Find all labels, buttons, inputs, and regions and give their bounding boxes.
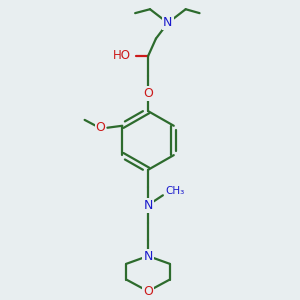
Text: CH₃: CH₃ — [166, 186, 185, 197]
Text: N: N — [143, 250, 153, 262]
Text: N: N — [143, 199, 153, 212]
Text: HO: HO — [113, 49, 131, 62]
Text: N: N — [143, 250, 153, 262]
Text: N: N — [163, 16, 172, 29]
Text: O: O — [143, 87, 153, 100]
Text: O: O — [143, 285, 153, 298]
Text: O: O — [95, 121, 105, 134]
